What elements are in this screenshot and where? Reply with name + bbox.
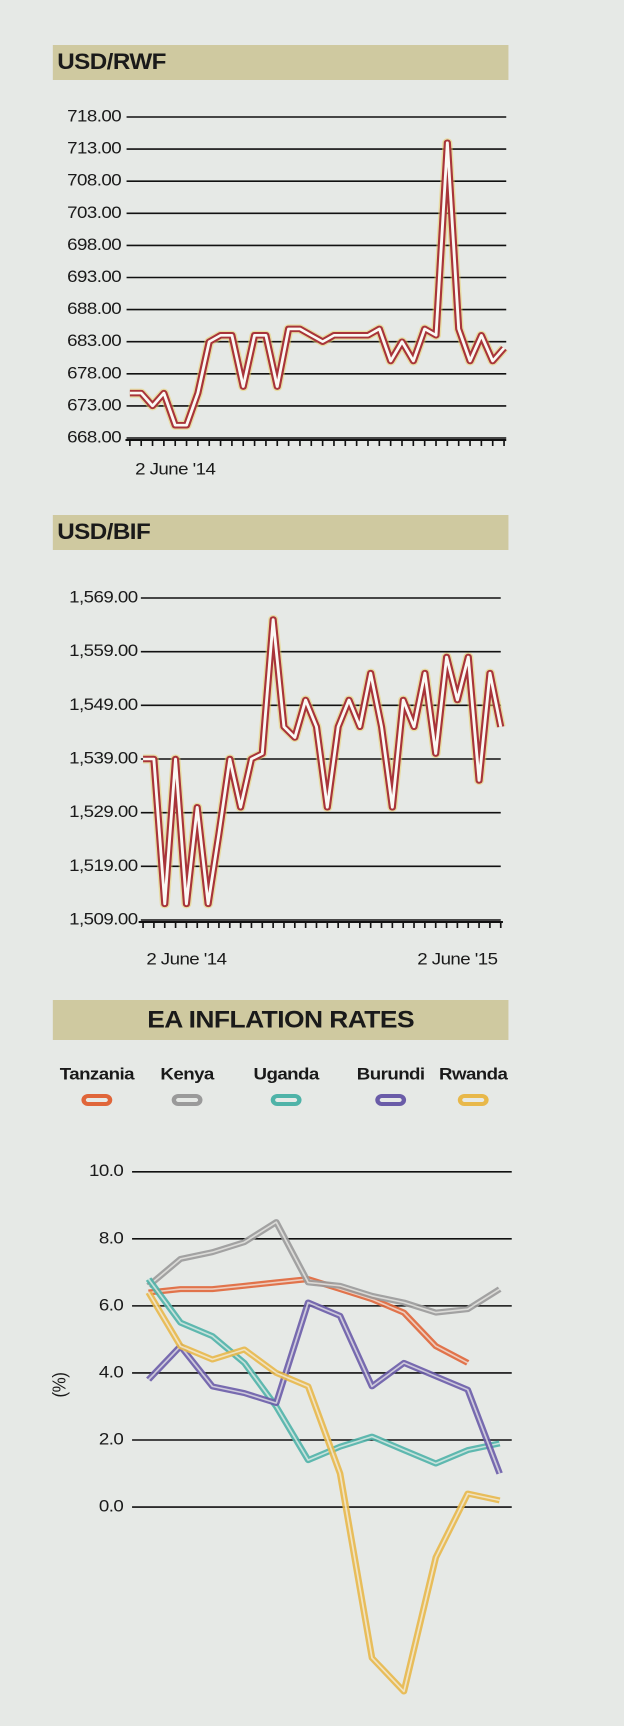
y-tick-label: 6.0 xyxy=(99,1295,124,1314)
y-tick-label: 1,529.00 xyxy=(69,802,138,821)
y-tick-label: 678.00 xyxy=(67,363,121,382)
y-tick-label: 693.00 xyxy=(67,267,121,286)
chart-title: USD/RWF xyxy=(57,49,166,74)
series-line xyxy=(147,1221,501,1314)
y-tick-label: 0.0 xyxy=(99,1496,124,1515)
title-band xyxy=(52,515,509,550)
series-line xyxy=(147,1278,500,1465)
legend-label: Rwanda xyxy=(439,1064,509,1083)
chart-title: USD/BIF xyxy=(57,519,150,544)
series-line xyxy=(129,141,506,427)
legend-label: Burundi xyxy=(357,1064,425,1083)
legend-label: Uganda xyxy=(254,1064,321,1083)
y-tick-label: 688.00 xyxy=(67,299,121,318)
series-line xyxy=(143,618,503,906)
series-line xyxy=(147,1301,501,1474)
y-tick-label: 1,569.00 xyxy=(69,587,138,606)
x-tick-label: 2 June '14 xyxy=(146,949,227,968)
y-tick-label: 1,539.00 xyxy=(69,748,138,767)
y-tick-label: 718.00 xyxy=(67,106,121,125)
y-tick-label: 2.0 xyxy=(99,1429,124,1448)
y-tick-label: 8.0 xyxy=(99,1228,124,1247)
y-tick-label: 10.0 xyxy=(89,1161,124,1180)
y-tick-label: 698.00 xyxy=(67,235,121,254)
legend-swatch xyxy=(270,1094,302,1106)
y-tick-label: 1,549.00 xyxy=(69,695,138,714)
y-tick-label: 668.00 xyxy=(67,427,121,446)
chart-title: EA INFLATION RATES xyxy=(147,1006,414,1033)
x-tick-label: 2 June '14 xyxy=(135,459,216,478)
legend-swatch xyxy=(81,1094,113,1106)
legend-label: Kenya xyxy=(160,1064,215,1083)
y-axis-label: (%) xyxy=(49,1373,70,1398)
y-tick-label: 713.00 xyxy=(67,138,121,157)
y-tick-label: 708.00 xyxy=(67,170,121,189)
y-tick-label: 4.0 xyxy=(99,1362,124,1381)
x-tick-label: 2 June '15 xyxy=(417,949,498,968)
y-tick-label: 673.00 xyxy=(67,395,121,414)
legend-swatch xyxy=(171,1094,203,1106)
series-line xyxy=(147,1292,500,1693)
y-tick-label: 1,509.00 xyxy=(69,909,138,928)
legend-label: Tanzania xyxy=(60,1064,136,1083)
y-tick-label: 683.00 xyxy=(67,331,121,350)
legend-swatch xyxy=(457,1094,489,1106)
legend-swatch xyxy=(375,1094,407,1106)
y-tick-label: 1,519.00 xyxy=(69,856,138,875)
title-band xyxy=(52,45,509,80)
title-band xyxy=(52,1000,509,1040)
y-tick-label: 1,559.00 xyxy=(69,641,138,660)
y-tick-label: 703.00 xyxy=(67,203,121,222)
